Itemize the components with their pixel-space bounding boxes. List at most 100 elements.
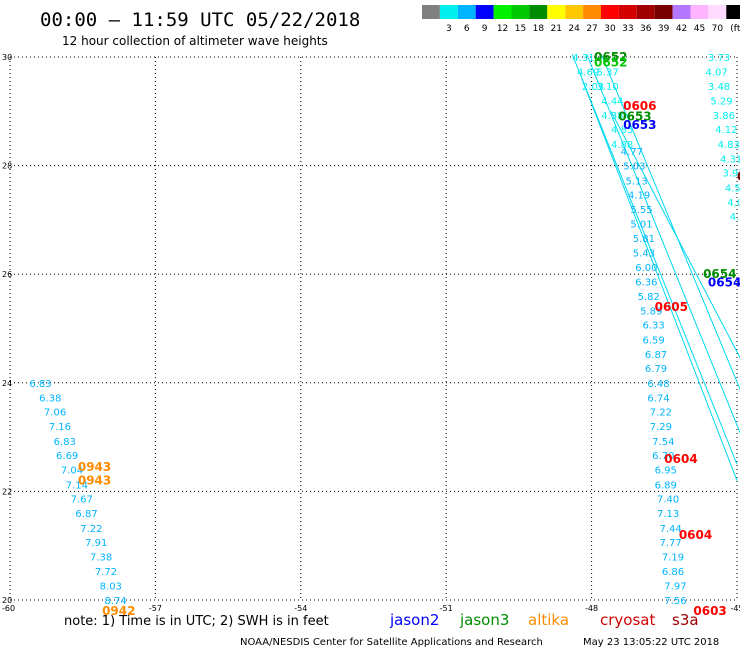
wave-height-label: 5.29 xyxy=(710,96,732,107)
wave-height-label: 7.44 xyxy=(659,524,681,535)
wave-height-label: 7.38 xyxy=(90,553,112,564)
wave-height-label: 7.16 xyxy=(49,422,71,433)
ground-track-line xyxy=(571,54,738,465)
wave-height-label: 5.01 xyxy=(630,220,652,231)
colorbar-tick-label: 39 xyxy=(658,24,670,34)
legend-entry-cryosat: cryosat xyxy=(600,611,655,629)
wave-height-label: 7.13 xyxy=(657,509,679,520)
wave-height-label: 7.77 xyxy=(659,538,681,549)
wave-height-label: 8.03 xyxy=(100,581,122,592)
footer-note: note: 1) Time is in UTC; 2) SWH is in fe… xyxy=(64,614,329,629)
wave-height-label: 6.33 xyxy=(642,321,664,332)
wave-height-label: 4.44 xyxy=(601,96,623,107)
wave-height-label: 4.19 xyxy=(628,190,650,201)
latitude-tick-label: 20 xyxy=(2,596,12,605)
wave-height-label: 4.31 xyxy=(720,155,740,166)
wave-height-label: 6.87 xyxy=(75,509,97,520)
colorbar-tick-label: 9 xyxy=(482,24,488,34)
wave-height-label: 5.55 xyxy=(630,205,652,216)
colorbar-tick-label: 3 xyxy=(446,24,452,34)
colorbar-swatch xyxy=(565,5,584,19)
wave-height-label: 6.69 xyxy=(56,451,78,462)
longitude-tick-label: -60 xyxy=(2,604,15,613)
colorbar-swatch xyxy=(457,5,476,19)
latitude-tick-label: 22 xyxy=(2,487,12,496)
wave-height-label: 2.03 xyxy=(582,82,604,93)
legend-entry-s3a: s3a xyxy=(672,611,699,629)
wave-height-label: 6.79 xyxy=(645,364,667,375)
colorbar-swatch xyxy=(529,5,548,19)
colorbar-swatch xyxy=(511,5,530,19)
pass-time-label: 0604 xyxy=(664,452,697,466)
wave-height-label: 3.48 xyxy=(708,82,730,93)
colorbar-tick-label: 70 xyxy=(712,24,724,34)
wave-height-label: 7.14 xyxy=(66,480,88,491)
satellite-legend: jason2 jason3 altika cryosat s3a xyxy=(389,611,699,629)
wave-height-label: 3.97 xyxy=(722,169,740,180)
wave-height-label: 6.86 xyxy=(662,567,684,578)
pass-time-labels: 0652065206060653065306050654065406050604… xyxy=(78,50,740,618)
colorbar-tick-label: 24 xyxy=(568,24,580,34)
pass-time-label: 0606 xyxy=(623,99,656,113)
longitude-tick-label: -54 xyxy=(294,604,307,613)
pass-time-label: 0943 xyxy=(78,460,111,474)
latitude-tick-label: 24 xyxy=(2,379,12,388)
wave-height-label: 4.77 xyxy=(621,147,643,158)
wave-height-label: 4.07 xyxy=(705,68,727,79)
pass-time-label: 0652 xyxy=(594,50,627,64)
wave-height-label: 4.27 xyxy=(730,212,740,223)
colorbar-swatch xyxy=(422,5,440,19)
wave-height-label: 7.04 xyxy=(61,466,83,477)
colorbar-swatch xyxy=(708,5,727,19)
wave-height-label: 6.89 xyxy=(655,480,677,491)
wave-height-label: 5.37 xyxy=(596,68,618,79)
credit-text: NOAA/NESDIS Center for Satellite Applica… xyxy=(240,637,543,648)
pass-time-label: 0603 xyxy=(693,604,726,618)
legend-entry-jason2: jason2 xyxy=(389,611,439,629)
colorbar-swatch xyxy=(636,5,655,19)
pass-time-label: 0654 xyxy=(708,275,740,289)
pass-time-label: 0605 xyxy=(655,300,688,314)
wave-height-label: 4.85 xyxy=(611,125,633,136)
wave-height-label: 4.31 xyxy=(572,53,594,64)
ground-track-line xyxy=(586,54,740,434)
pass-time-label: 0604 xyxy=(679,528,712,542)
pass-time-label: 0652 xyxy=(594,55,627,69)
wave-height-label: 4.03 xyxy=(727,198,740,209)
latitude-tick-label: 28 xyxy=(2,162,12,171)
longitude-tick-label: -57 xyxy=(149,604,162,613)
colorbar-tick-label: 27 xyxy=(586,24,597,34)
wave-height-label: 3.86 xyxy=(713,111,735,122)
colorbar-tick-label: 42 xyxy=(676,24,687,34)
colorbar-swatch xyxy=(654,5,673,19)
wave-height-label: 7.56 xyxy=(664,596,686,607)
wave-height-label: 4.83 xyxy=(718,140,740,151)
wave-height-label: 4.12 xyxy=(715,125,737,136)
wave-height-label: 5.13 xyxy=(626,176,648,187)
colorbar-tick-label: 21 xyxy=(551,24,562,34)
pass-time-label: 0653 xyxy=(618,110,651,124)
ground-track-line xyxy=(610,111,740,359)
colorbar-swatch xyxy=(439,5,458,19)
colorbar-tick-label: 6 xyxy=(464,24,470,34)
colorbar-tick-label: 30 xyxy=(604,24,616,34)
ground-track-line xyxy=(581,78,738,481)
longitude-tick-label: -45 xyxy=(730,604,740,613)
colorbar-swatch xyxy=(672,5,691,19)
generation-timestamp: May 23 13:05:22 UTC 2018 xyxy=(583,637,719,648)
wave-height-label: 7.40 xyxy=(657,494,679,505)
latitude-tick-label: 30 xyxy=(2,53,12,62)
pass-time-label: 0605 xyxy=(737,169,740,183)
longitude-tick-label: -48 xyxy=(585,604,598,613)
wave-height-label: 5.43 xyxy=(633,248,655,259)
wave-height-label: 6.95 xyxy=(655,466,677,477)
map-subtitle: 12 hour collection of altimeter wave hei… xyxy=(62,34,328,48)
axis-tick-labels: -60 -57 -54 -51 -48 -45 30 28 26 24 22 20 xyxy=(2,53,740,613)
wave-height-label: 5.89 xyxy=(640,307,662,318)
wave-height-label: 6.87 xyxy=(645,350,667,361)
wave-height-label: 6.74 xyxy=(647,393,669,404)
map-grid xyxy=(9,56,738,601)
